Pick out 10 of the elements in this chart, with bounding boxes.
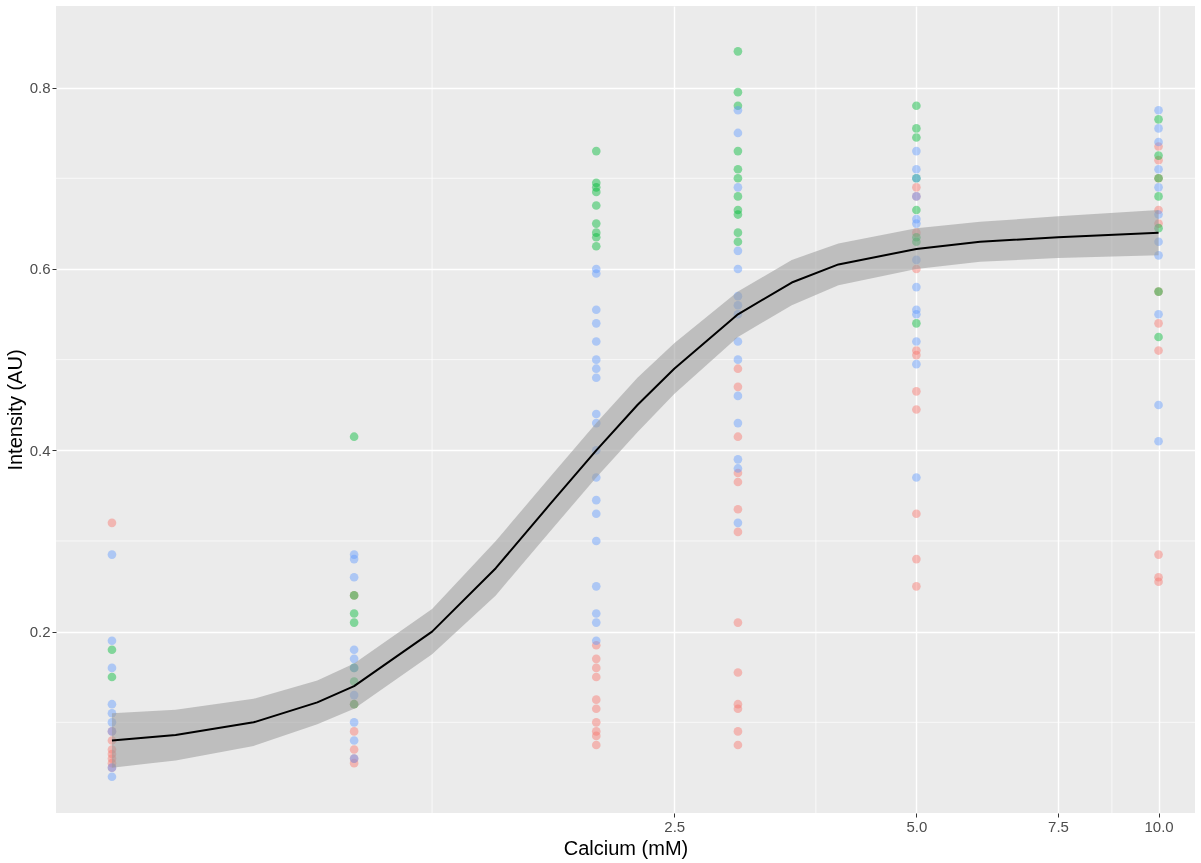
y-tick-label: 0.8 [29, 79, 51, 97]
x-tick-label: 7.5 [1048, 817, 1069, 835]
y-tick-label: 0.4 [29, 441, 51, 459]
x-tick-label: 5.0 [906, 817, 928, 835]
x-tick-label: 2.5 [664, 817, 686, 835]
y-tick-label: 0.2 [29, 623, 51, 641]
y-tick-label: 0.6 [29, 260, 51, 278]
x-tick-label: 10.0 [1144, 817, 1174, 835]
x-axis-title: Calcium (mM) [563, 836, 689, 859]
y-axis-title: Intensity (AU) [3, 349, 26, 471]
